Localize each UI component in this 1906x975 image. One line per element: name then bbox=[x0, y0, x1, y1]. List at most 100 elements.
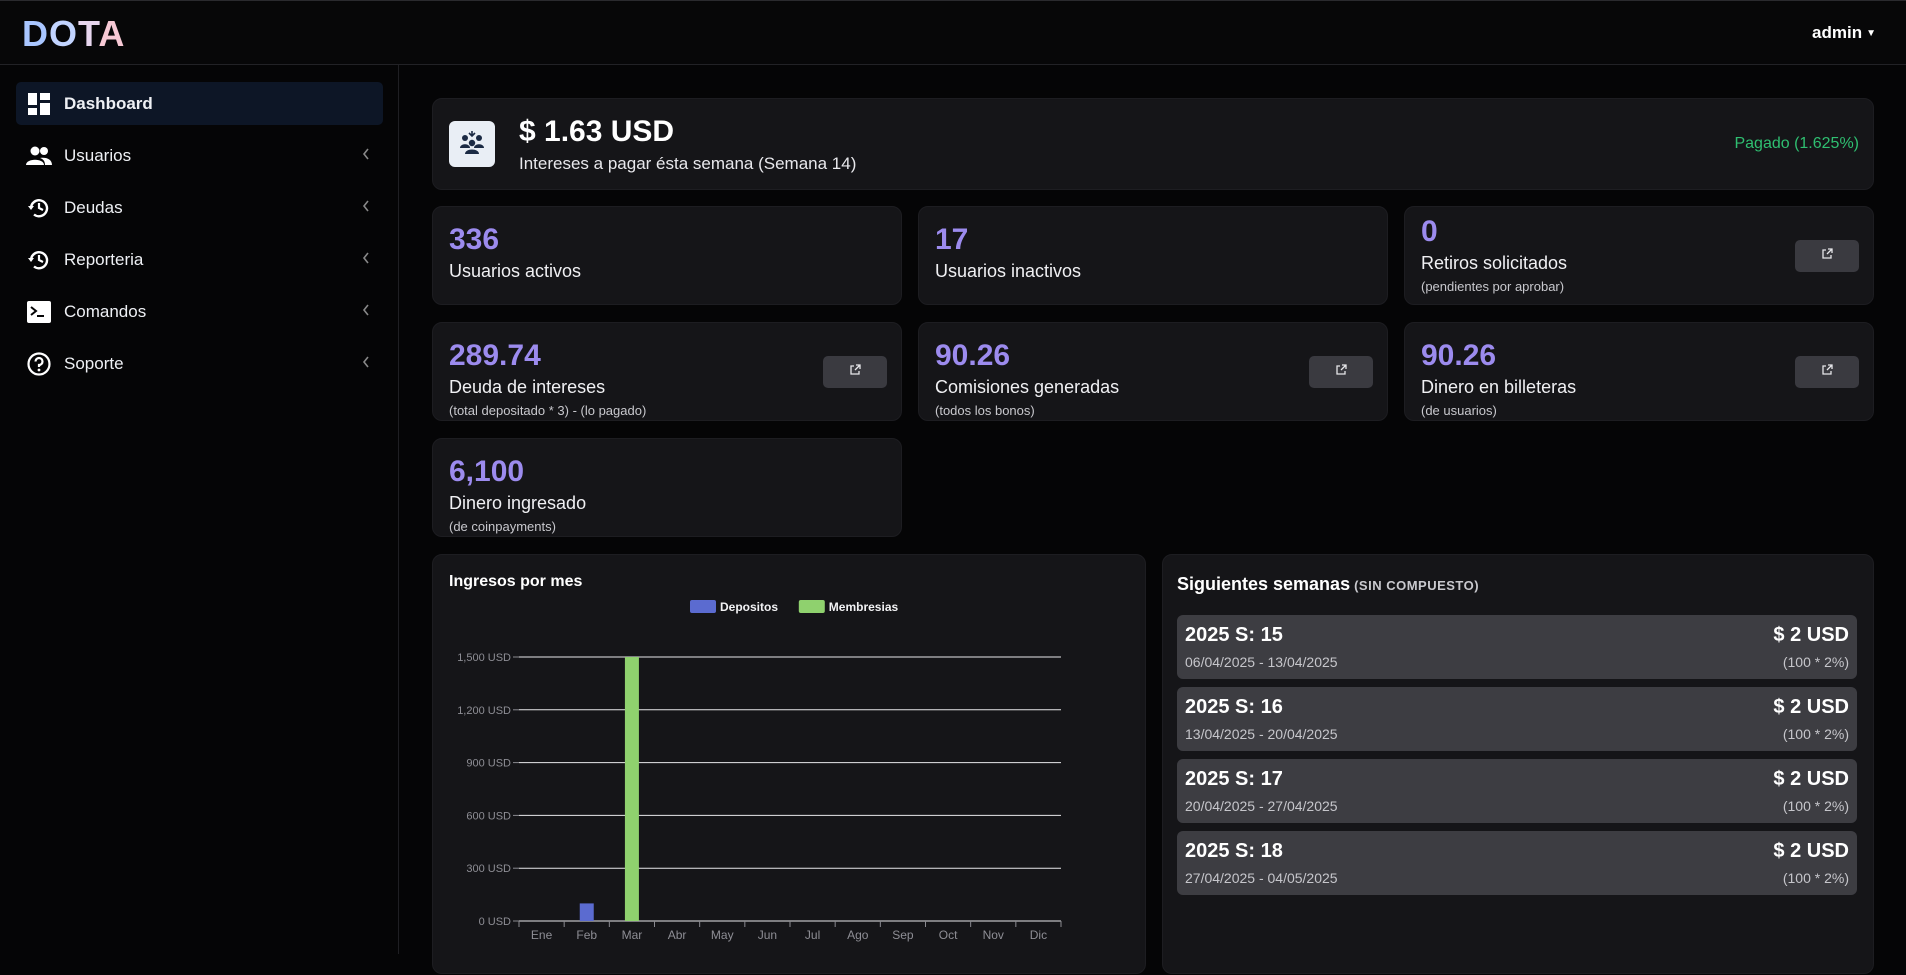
week-calc: (100 * 2%) bbox=[1782, 798, 1849, 814]
top-bar: DOTA admin ▼ bbox=[0, 0, 1906, 65]
chevron-left-icon bbox=[361, 147, 371, 166]
stat-value: 90.26 bbox=[1421, 339, 1497, 372]
chart-title: Ingresos por mes bbox=[449, 573, 583, 590]
users-icon bbox=[26, 143, 52, 169]
stat-note: (de usuarios) bbox=[1421, 403, 1497, 418]
upcoming-weeks-card: Siguientes semanas (SIN COMPUESTO) 2025 S… bbox=[1162, 554, 1874, 974]
weekly-interest-amount: $ 1.63 USD bbox=[519, 115, 675, 148]
week-amount: $ 2 USD bbox=[1773, 840, 1849, 862]
bar-depositos bbox=[579, 903, 594, 921]
stat-value: 289.74 bbox=[449, 339, 541, 372]
sidebar-item-label: Deudas bbox=[64, 197, 123, 217]
stat-card-wallets: 90.26 Dinero en billeteras (de usuarios) bbox=[1404, 322, 1874, 421]
x-tick-label: Dic bbox=[1030, 928, 1047, 942]
stat-card-inactive-users: 17 Usuarios inactivos bbox=[918, 206, 1388, 305]
stat-value: 6,100 bbox=[449, 455, 525, 488]
legend-swatch bbox=[690, 600, 716, 613]
stat-card-active-users: 336 Usuarios activos bbox=[432, 206, 902, 305]
sidebar-item-reporteria[interactable]: Reporteria bbox=[16, 238, 383, 281]
open-interest-debt-button[interactable] bbox=[823, 356, 887, 388]
open-withdrawals-button[interactable] bbox=[1795, 240, 1859, 272]
week-amount: $ 2 USD bbox=[1773, 624, 1849, 646]
stat-note: (total depositado * 3) - (lo pagado) bbox=[449, 403, 647, 418]
sidebar-item-label: Reporteria bbox=[64, 249, 144, 269]
external-link-icon bbox=[1821, 363, 1833, 381]
legend-swatch bbox=[798, 600, 825, 613]
week-name: 2025 S: 17 bbox=[1185, 768, 1283, 790]
sidebar-item-label: Usuarios bbox=[64, 145, 132, 165]
sidebar-item-usuarios[interactable]: Usuarios bbox=[16, 134, 383, 177]
x-tick-label: Ene bbox=[531, 928, 553, 942]
stat-card-commissions: 90.26 Comisiones generadas (todos los bo… bbox=[918, 322, 1388, 421]
open-wallets-button[interactable] bbox=[1795, 356, 1859, 388]
stat-title: Dinero en billeteras bbox=[1421, 377, 1577, 397]
week-calc: (100 * 2%) bbox=[1782, 654, 1849, 670]
y-tick-label: 0 USD bbox=[479, 916, 511, 928]
user-menu[interactable]: admin ▼ bbox=[1812, 23, 1876, 43]
help-icon bbox=[26, 351, 52, 377]
x-tick-label: May bbox=[711, 928, 734, 942]
history-icon bbox=[26, 247, 52, 273]
sidebar: Dashboard Usuarios Deudas Reporteria Com… bbox=[0, 65, 399, 954]
x-tick-label: Jul bbox=[805, 928, 820, 942]
week-dates: 20/04/2025 - 27/04/2025 bbox=[1185, 798, 1338, 814]
y-tick-label: 600 USD bbox=[466, 810, 511, 822]
week-amount: $ 2 USD bbox=[1773, 696, 1849, 718]
legend-label: Membresias bbox=[829, 600, 899, 614]
external-link-icon bbox=[1821, 247, 1833, 265]
stat-note: (de coinpayments) bbox=[449, 519, 556, 534]
caret-down-icon: ▼ bbox=[1866, 28, 1876, 39]
sidebar-item-comandos[interactable]: Comandos bbox=[16, 290, 383, 333]
x-tick-label: Ago bbox=[847, 928, 869, 942]
monthly-income-chart-card: Ingresos por mes 0 USD 300 USD 600 USD 900 … bbox=[432, 554, 1146, 974]
chevron-left-icon bbox=[361, 251, 371, 270]
stat-note: (todos los bonos) bbox=[935, 403, 1035, 418]
chevron-left-icon bbox=[361, 303, 371, 322]
week-calc: (100 * 2%) bbox=[1782, 726, 1849, 742]
upcoming-weeks-title: Siguientes semanas (SIN COMPUESTO) bbox=[1177, 574, 1480, 594]
y-tick-label: 900 USD bbox=[466, 758, 511, 770]
external-link-icon bbox=[1335, 363, 1347, 381]
sidebar-item-soporte[interactable]: Soporte bbox=[16, 342, 383, 385]
upcoming-weeks-tag: (SIN COMPUESTO) bbox=[1354, 578, 1480, 593]
y-tick-label: 1,500 USD bbox=[457, 652, 511, 664]
stat-note: (pendientes por aprobar) bbox=[1421, 279, 1565, 294]
week-amount: $ 2 USD bbox=[1773, 768, 1849, 790]
x-tick-label: Mar bbox=[622, 928, 643, 942]
terminal-icon bbox=[26, 299, 52, 325]
week-row: 2025 S: 15 06/04/2025 - 13/04/2025 $ 2 U… bbox=[1177, 615, 1857, 679]
y-tick-label: 300 USD bbox=[466, 863, 511, 875]
week-dates: 13/04/2025 - 20/04/2025 bbox=[1185, 726, 1338, 742]
logo[interactable]: DOTA bbox=[22, 13, 126, 54]
user-name: admin bbox=[1812, 23, 1863, 42]
y-tick-label: 1,200 USD bbox=[457, 705, 511, 717]
week-name: 2025 S: 18 bbox=[1185, 840, 1283, 862]
sidebar-item-label: Comandos bbox=[64, 301, 147, 321]
stat-title: Retiros solicitados bbox=[1421, 253, 1568, 273]
legend-label: Depositos bbox=[720, 600, 778, 614]
sidebar-item-label: Dashboard bbox=[64, 93, 153, 113]
payment-status: Pagado (1.625%) bbox=[1734, 135, 1859, 152]
x-tick-label: Nov bbox=[983, 928, 1004, 942]
stat-value: 336 bbox=[449, 223, 500, 256]
weekly-interest-label: Intereses a pagar ésta semana (Semana 14… bbox=[519, 154, 857, 173]
week-name: 2025 S: 16 bbox=[1185, 696, 1283, 718]
bar-membresias bbox=[624, 657, 639, 921]
people-group-icon bbox=[449, 121, 495, 167]
weekly-interest-banner: $ 1.63 USD Intereses a pagar ésta semana… bbox=[432, 98, 1874, 190]
stat-value: 90.26 bbox=[935, 339, 1011, 372]
week-dates: 27/04/2025 - 04/05/2025 bbox=[1185, 870, 1338, 886]
stat-title: Comisiones generadas bbox=[935, 377, 1120, 397]
week-name: 2025 S: 15 bbox=[1185, 624, 1283, 646]
stat-title: Usuarios inactivos bbox=[935, 261, 1082, 281]
open-commissions-button[interactable] bbox=[1309, 356, 1373, 388]
chevron-left-icon bbox=[361, 199, 371, 218]
stat-value: 17 bbox=[935, 223, 969, 256]
x-tick-label: Sep bbox=[892, 928, 914, 942]
x-tick-label: Feb bbox=[576, 928, 597, 942]
sidebar-item-dashboard[interactable]: Dashboard bbox=[16, 82, 383, 125]
stat-value: 0 bbox=[1421, 215, 1438, 248]
x-tick-label: Jun bbox=[758, 928, 777, 942]
sidebar-item-deudas[interactable]: Deudas bbox=[16, 186, 383, 229]
x-tick-label: Abr bbox=[668, 928, 687, 942]
